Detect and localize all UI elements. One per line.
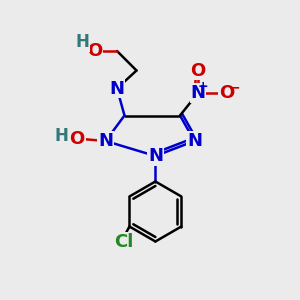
Text: N: N: [187, 132, 202, 150]
Text: −: −: [228, 81, 240, 94]
Text: O: O: [190, 61, 206, 80]
Text: Cl: Cl: [114, 233, 133, 251]
Text: O: O: [87, 42, 102, 60]
Text: +: +: [198, 80, 209, 93]
Text: H: H: [76, 33, 89, 51]
Text: H: H: [55, 127, 68, 145]
Text: O: O: [70, 130, 85, 148]
Text: N: N: [190, 84, 206, 102]
Text: N: N: [110, 80, 124, 98]
Text: N: N: [98, 132, 113, 150]
Text: O: O: [219, 84, 234, 102]
Text: N: N: [148, 147, 163, 165]
